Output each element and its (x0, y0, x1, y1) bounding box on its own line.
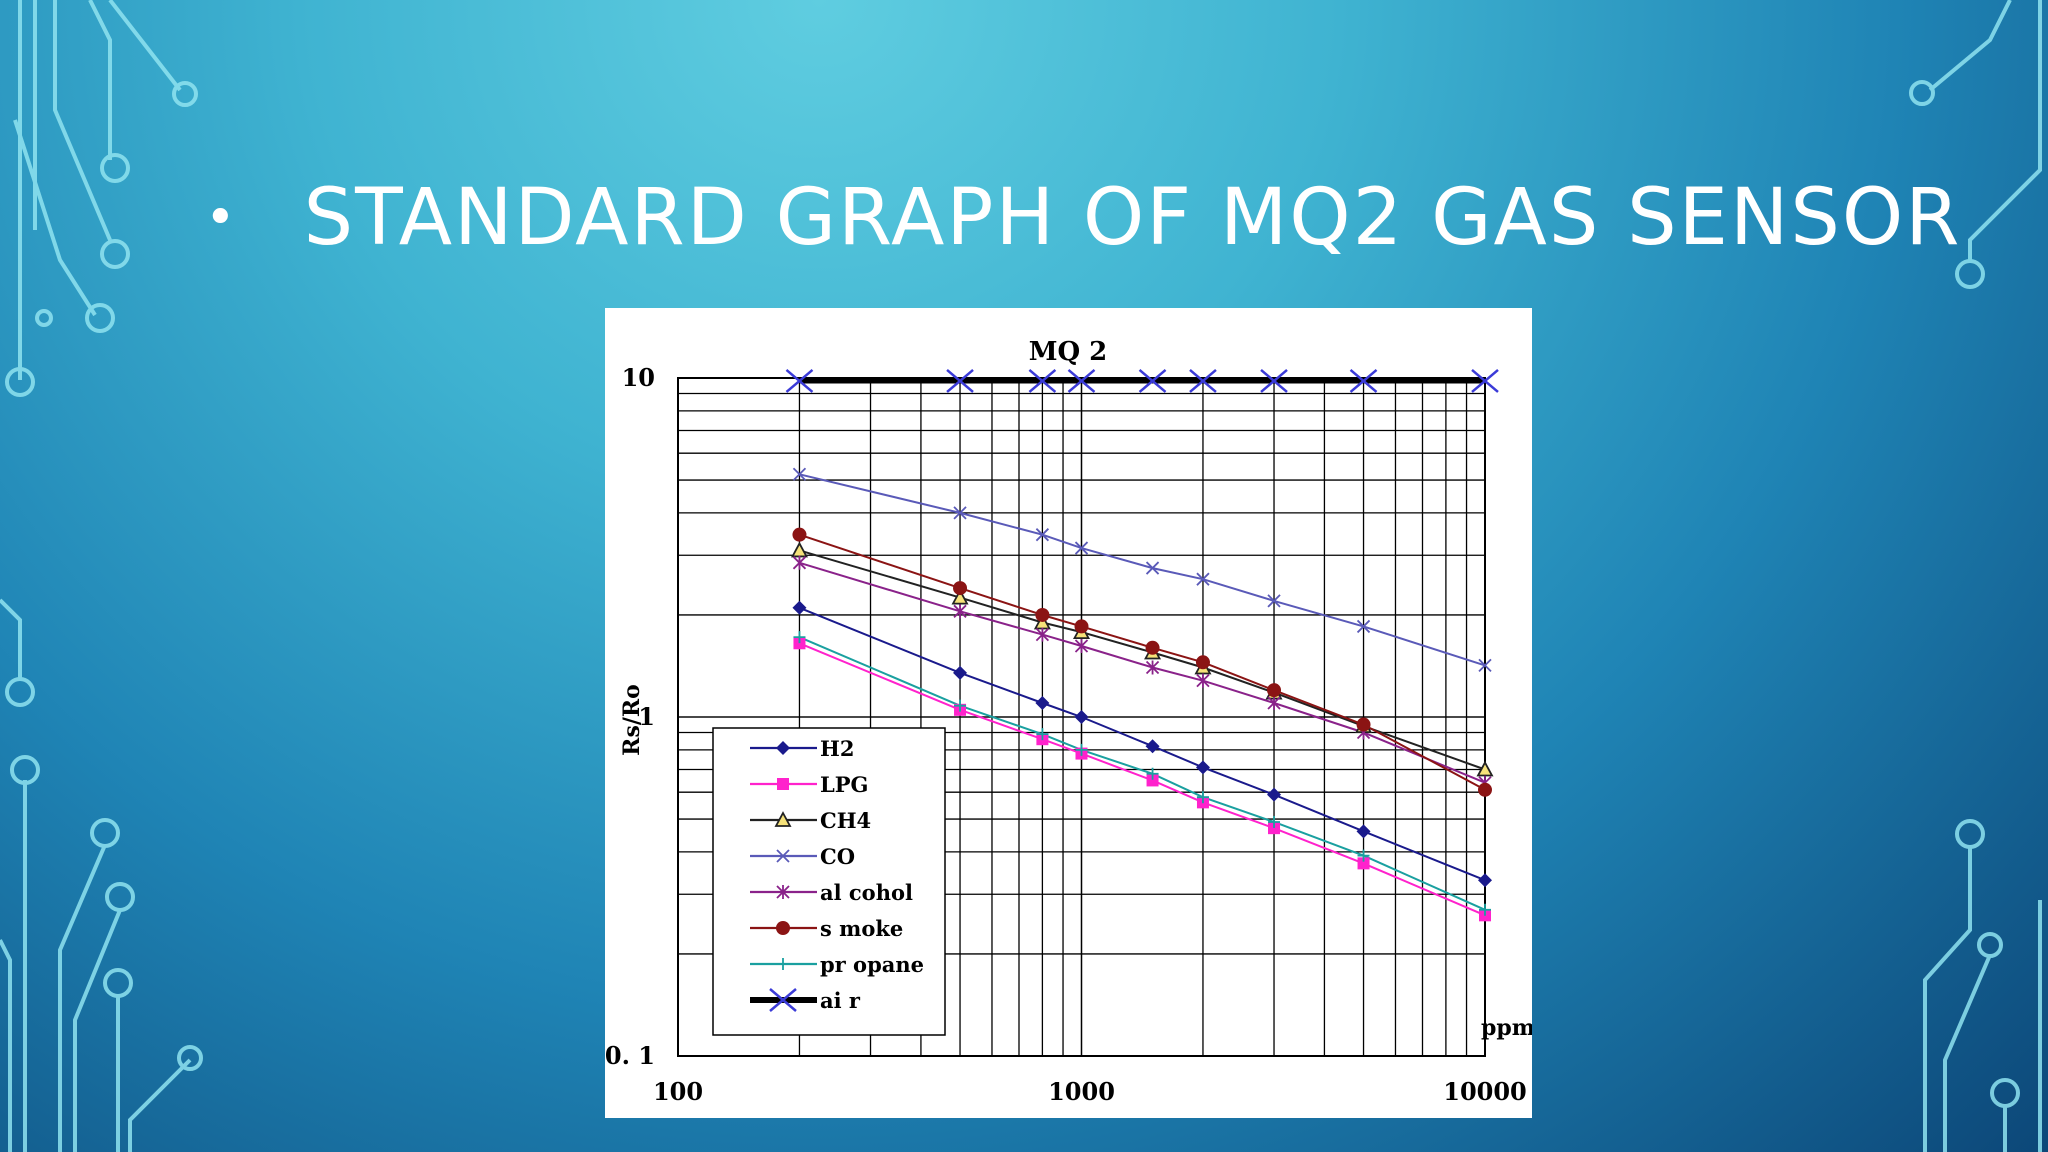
point-propane (1357, 849, 1370, 862)
point-air (1028, 369, 1057, 393)
point-lpg (793, 637, 806, 650)
point-alcohol (1074, 638, 1089, 653)
point-propane (1075, 743, 1088, 756)
point-smoke (1267, 683, 1282, 698)
point-propane (1146, 767, 1159, 780)
point-h2 (1195, 760, 1210, 775)
point-propane (1036, 728, 1049, 741)
point-ch4 (1476, 760, 1494, 777)
point-h2 (1035, 695, 1050, 710)
point-air (1189, 369, 1217, 393)
point-alcohol (1145, 660, 1160, 675)
point-co (1196, 572, 1210, 586)
x-tick-label: 1000 (1048, 1077, 1115, 1106)
point-alcohol (1196, 673, 1210, 688)
chart-title: MQ 2 (1029, 337, 1108, 367)
point-propane (793, 631, 806, 644)
point-co (1145, 561, 1160, 575)
point-h2 (1145, 739, 1160, 754)
x-tick-label: 100 (653, 1077, 703, 1106)
slide-title-row: • STANDARD GRAPH OF MQ2 GAS SENSOR (205, 168, 1961, 268)
point-alcohol (953, 604, 967, 619)
point-smoke (1195, 655, 1210, 670)
point-lpg (1146, 774, 1159, 787)
point-air (785, 369, 814, 393)
point-propane (1268, 816, 1281, 829)
legend-marker-h2 (776, 741, 790, 755)
point-co (792, 467, 807, 481)
x-axis-label: ppm (1481, 1015, 1532, 1041)
legend-label-h2: H2 (820, 736, 854, 761)
point-ch4 (951, 588, 969, 605)
point-h2 (1074, 710, 1089, 724)
point-h2 (1356, 824, 1371, 839)
point-alcohol (1035, 627, 1050, 642)
point-smoke (1074, 619, 1089, 634)
legend-label-smoke: s moke (820, 916, 903, 941)
point-air (1138, 369, 1167, 393)
chart: 100 1000 10000 10 1 0. 1 MQ 2 Rs/Ro ppm H2 LPG… (605, 337, 1532, 1106)
point-h2 (1267, 787, 1282, 802)
point-propane (1196, 791, 1209, 804)
point-air (1260, 369, 1288, 393)
point-air (1067, 369, 1096, 393)
point-air (1349, 369, 1378, 393)
point-lpg (1268, 822, 1281, 835)
point-ch4 (790, 541, 808, 558)
y-tick-label: 0. 1 (605, 1041, 655, 1070)
legend-marker-co (776, 849, 790, 863)
point-propane (954, 699, 967, 712)
point-h2 (792, 600, 807, 615)
point-h2 (1478, 873, 1492, 888)
legend-marker-air (769, 988, 797, 1012)
point-alcohol (1267, 695, 1281, 710)
x-tick-label: 10000 (1443, 1077, 1527, 1106)
point-smoke (792, 527, 807, 542)
legend-label-ch4: CH4 (820, 808, 871, 833)
legend-marker-smoke (776, 921, 790, 935)
legend-label-lpg: LPG (820, 772, 869, 797)
point-co (1035, 528, 1050, 542)
y-axis-label: Rs/Ro (619, 684, 645, 756)
point-co (1356, 619, 1371, 634)
point-smoke (953, 581, 968, 596)
point-air (946, 369, 974, 393)
point-co (1074, 541, 1089, 555)
point-co (1478, 658, 1492, 673)
legend-label-air: ai r (820, 988, 861, 1013)
legend-label-propane: pr opane (820, 952, 924, 977)
plot-frame (677, 377, 1486, 1057)
y-tick-label: 1 (638, 702, 655, 731)
slide-title: STANDARD GRAPH OF MQ2 GAS SENSOR (303, 173, 1962, 263)
legend: H2 LPG CH4 CO al cohol s moke pr opane ai r (712, 727, 946, 1036)
point-smoke (1356, 717, 1371, 732)
point-air (1471, 369, 1499, 393)
point-smoke (1478, 782, 1492, 797)
point-lpg (1357, 857, 1370, 870)
point-propane (1479, 903, 1491, 916)
legend-marker-ch4 (774, 811, 792, 827)
legend-marker-propane (777, 958, 789, 970)
legend-marker-alcohol (776, 885, 790, 899)
legend-label-alcohol: al cohol (820, 880, 913, 905)
legend-label-co: CO (820, 844, 855, 869)
point-h2 (953, 665, 968, 680)
point-co (953, 506, 967, 520)
point-co (1267, 594, 1281, 608)
legend-box (712, 727, 946, 1036)
point-smoke (1145, 640, 1160, 655)
bullet-icon: • (205, 188, 236, 248)
y-tick-label: 10 (622, 363, 655, 392)
chart-panel: 100 1000 10000 10 1 0. 1 MQ 2 Rs/Ro ppm H2 LPG… (605, 308, 1532, 1118)
point-smoke (1035, 607, 1050, 622)
point-alcohol (792, 555, 807, 570)
legend-marker-lpg (777, 778, 789, 790)
